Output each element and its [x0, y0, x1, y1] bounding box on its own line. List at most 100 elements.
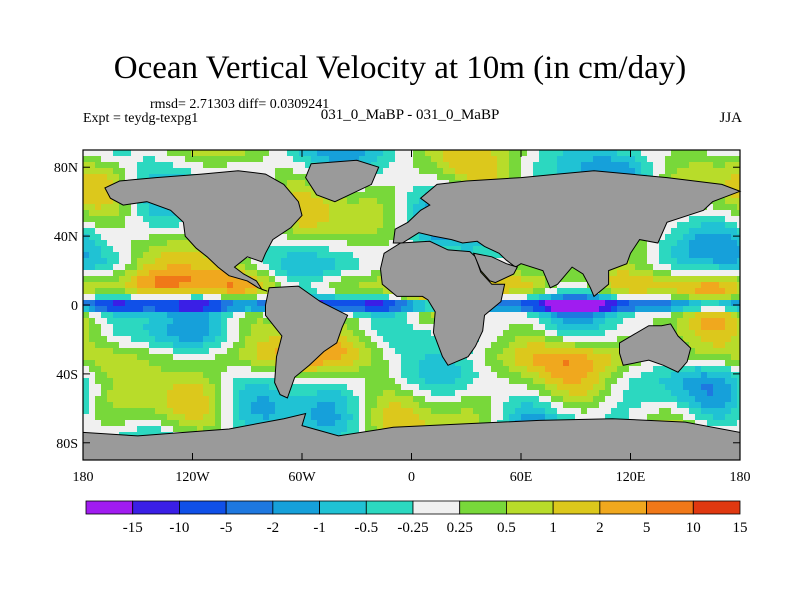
field-cell	[725, 342, 731, 348]
field-cell	[299, 390, 305, 396]
field-cell	[407, 366, 413, 372]
field-cell	[341, 156, 347, 162]
field-cell	[209, 294, 215, 300]
field-cell	[665, 372, 671, 378]
field-cell	[311, 150, 317, 156]
field-cell	[269, 162, 275, 168]
field-cell	[689, 396, 695, 402]
field-cell	[539, 300, 545, 306]
field-cell	[629, 156, 635, 162]
field-cell	[497, 360, 503, 366]
field-cell	[311, 420, 317, 426]
field-cell	[329, 258, 335, 264]
field-cell	[275, 246, 281, 252]
field-cell	[455, 360, 461, 366]
field-cell	[659, 150, 665, 156]
field-cell	[131, 378, 137, 384]
field-cell	[233, 390, 239, 396]
field-cell	[527, 312, 533, 318]
field-cell	[233, 324, 239, 330]
field-cell	[155, 234, 161, 240]
field-cell	[551, 342, 557, 348]
field-cell	[125, 306, 131, 312]
field-cell	[419, 312, 425, 318]
field-cell	[365, 258, 371, 264]
field-cell	[245, 294, 251, 300]
field-cell	[341, 210, 347, 216]
field-cell	[425, 168, 431, 174]
field-cell	[83, 204, 89, 210]
field-cell	[395, 366, 401, 372]
field-cell	[635, 414, 641, 420]
field-cell	[149, 420, 155, 426]
field-cell	[611, 378, 617, 384]
field-cell	[293, 252, 299, 258]
field-cell	[737, 204, 740, 210]
field-cell	[275, 276, 281, 282]
field-cell	[209, 366, 215, 372]
field-cell	[509, 324, 515, 330]
field-cell	[521, 366, 527, 372]
field-cell	[131, 210, 137, 216]
field-cell	[215, 276, 221, 282]
field-cell	[641, 282, 647, 288]
field-cell	[311, 270, 317, 276]
field-cell	[365, 360, 371, 366]
field-cell	[137, 366, 143, 372]
field-cell	[233, 342, 239, 348]
field-cell	[605, 414, 611, 420]
field-cell	[137, 270, 143, 276]
field-cell	[611, 300, 617, 306]
field-cell	[545, 396, 551, 402]
field-cell	[119, 336, 125, 342]
field-cell	[641, 306, 647, 312]
field-cell	[251, 264, 257, 270]
field-cell	[413, 372, 419, 378]
field-cell	[557, 354, 563, 360]
field-cell	[323, 408, 329, 414]
field-cell	[173, 258, 179, 264]
field-cell	[299, 228, 305, 234]
field-cell	[293, 396, 299, 402]
field-cell	[521, 360, 527, 366]
field-cell	[557, 168, 563, 174]
field-cell	[329, 360, 335, 366]
field-cell	[587, 360, 593, 366]
field-cell	[689, 258, 695, 264]
field-cell	[575, 330, 581, 336]
field-cell	[329, 384, 335, 390]
field-cell	[317, 252, 323, 258]
field-cell	[359, 306, 365, 312]
field-cell	[143, 156, 149, 162]
field-cell	[611, 324, 617, 330]
field-cell	[263, 264, 269, 270]
field-cell	[629, 384, 635, 390]
field-cell	[527, 288, 533, 294]
field-cell	[113, 390, 119, 396]
field-cell	[491, 396, 497, 402]
field-cell	[239, 264, 245, 270]
field-cell	[737, 318, 740, 324]
field-cell	[341, 390, 347, 396]
field-cell	[371, 378, 377, 384]
field-cell	[677, 384, 683, 390]
field-cell	[485, 168, 491, 174]
field-cell	[407, 408, 413, 414]
field-cell	[119, 342, 125, 348]
field-cell	[95, 234, 101, 240]
field-cell	[299, 378, 305, 384]
field-cell	[389, 378, 395, 384]
field-cell	[695, 390, 701, 396]
field-cell	[449, 162, 455, 168]
field-cell	[203, 390, 209, 396]
field-cell	[659, 234, 665, 240]
field-cell	[563, 324, 569, 330]
field-cell	[569, 414, 575, 420]
field-cell	[137, 306, 143, 312]
field-cell	[173, 396, 179, 402]
field-cell	[707, 312, 713, 318]
field-cell	[587, 354, 593, 360]
field-cell	[497, 384, 503, 390]
field-cell	[575, 288, 581, 294]
field-cell	[731, 342, 737, 348]
